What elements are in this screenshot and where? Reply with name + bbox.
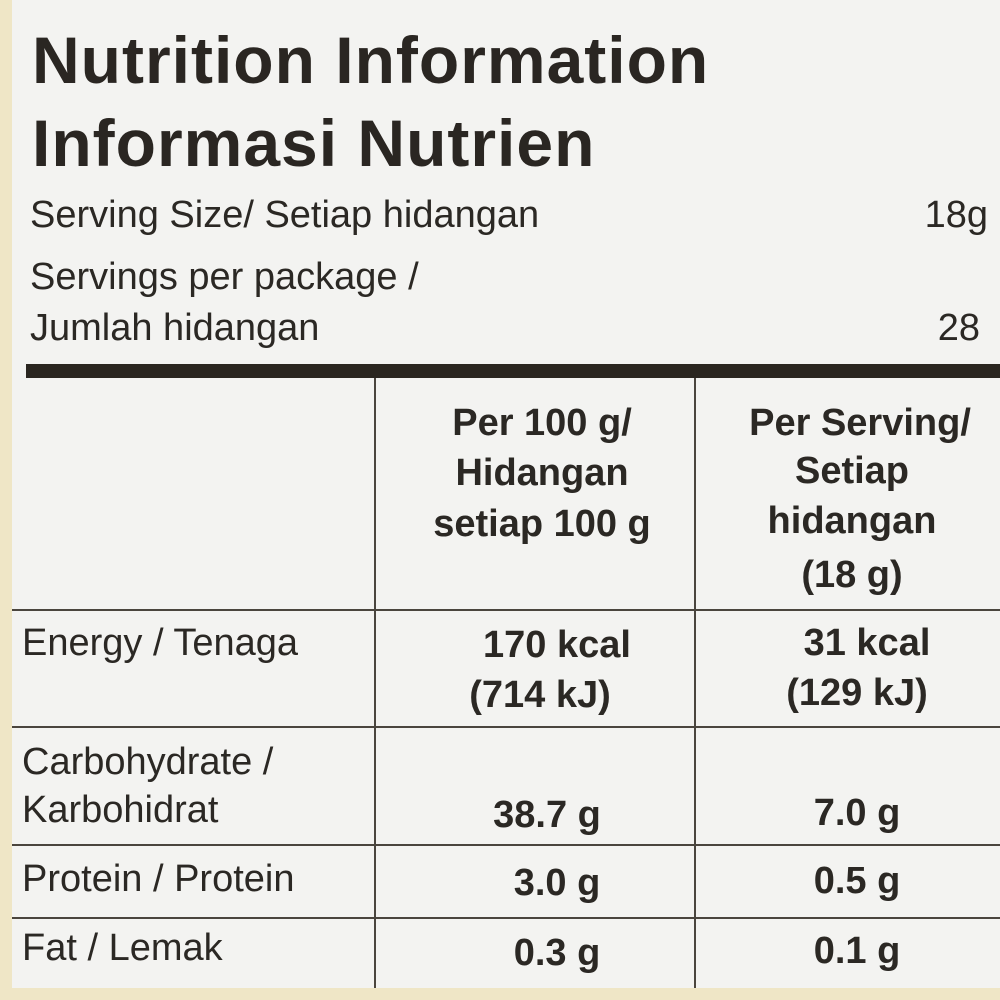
servings: 28 bbox=[937, 307, 980, 349]
title: Informasi Nutrien bbox=[32, 106, 596, 180]
nutrient-label: Protein / Protein bbox=[22, 858, 295, 900]
value: 0.3 g bbox=[513, 932, 601, 974]
column-line bbox=[694, 378, 696, 988]
nutrient-label: Fat / Lemak bbox=[22, 927, 223, 969]
row-line bbox=[12, 609, 1000, 611]
value: 38.7 g bbox=[493, 794, 601, 836]
value: (714 kJ) bbox=[469, 674, 611, 716]
servings-label: Jumlah hidangan bbox=[30, 307, 320, 349]
column-header: Per 100 g/ bbox=[452, 402, 632, 444]
value: 0.5 g bbox=[813, 860, 901, 902]
serving-size-label: Serving Size/ Setiap hidangan bbox=[30, 194, 540, 236]
row-line bbox=[12, 917, 1000, 919]
serving-size: 18g bbox=[924, 194, 988, 236]
value: (129 kJ) bbox=[786, 672, 928, 714]
nutrient-label: Carbohydrate / bbox=[22, 741, 274, 783]
divider-bar bbox=[26, 364, 1000, 378]
nutrient-label: Karbohidrat bbox=[22, 789, 219, 831]
row-line bbox=[12, 844, 1000, 846]
value: 0.1 g bbox=[813, 930, 901, 972]
nutrient-label: Energy / Tenaga bbox=[22, 622, 299, 664]
row-line bbox=[12, 726, 1000, 728]
value: 3.0 g bbox=[513, 862, 601, 904]
value: 31 kcal bbox=[803, 622, 931, 664]
column-header: Per Serving/ bbox=[749, 402, 971, 444]
value: 7.0 g bbox=[813, 792, 901, 834]
title: Nutrition Information bbox=[32, 23, 710, 97]
column-header: setiap 100 g bbox=[433, 503, 651, 545]
column-header: Setiap bbox=[794, 450, 910, 492]
value: 170 kcal bbox=[483, 624, 631, 666]
nutrition-label: Nutrition Information Informasi Nutrien … bbox=[12, 0, 1000, 988]
column-header: (18 g) bbox=[801, 554, 903, 596]
column-header: hidangan bbox=[767, 500, 937, 542]
column-line bbox=[374, 378, 376, 988]
column-header: Hidangan bbox=[455, 452, 629, 494]
servings-label: Servings per package / bbox=[30, 256, 419, 298]
